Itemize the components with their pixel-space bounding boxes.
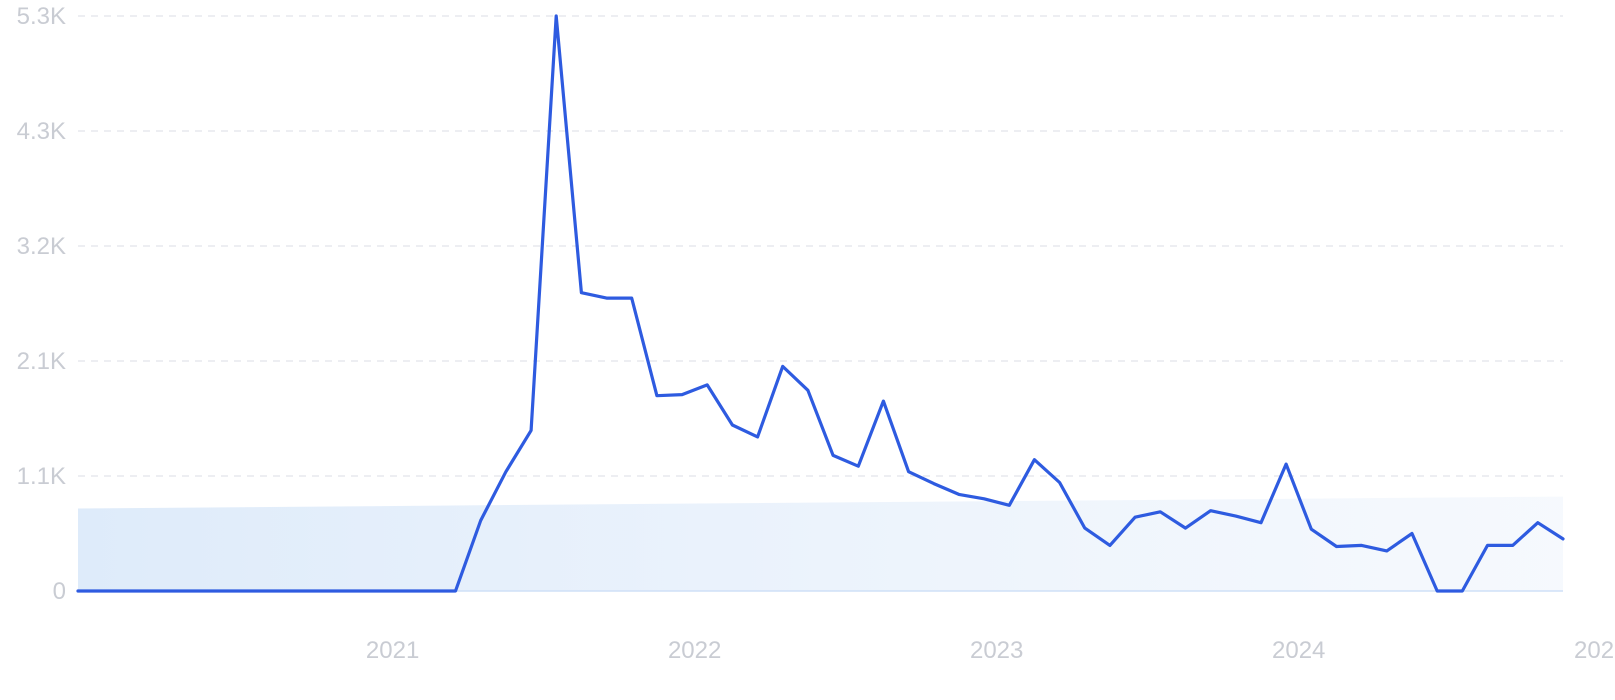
x-tick-label: 2023 <box>970 637 1023 664</box>
x-tick-label: 2022 <box>668 637 721 664</box>
series-line <box>76 14 1565 593</box>
y-axis: 0 1.1K 2.1K 3.2K 4.3K 5.3K <box>17 3 66 605</box>
y-tick-label: 5.3K <box>17 3 66 30</box>
y-tick-label: 4.3K <box>17 118 66 145</box>
y-tick-label: 3.2K <box>17 233 66 260</box>
trend-band-layer <box>78 496 1563 592</box>
y-tick-label: 0 <box>53 578 66 605</box>
x-tick-label: 2021 <box>366 637 419 664</box>
series-layer <box>76 14 1565 593</box>
x-tick-label: 2024 <box>1272 637 1325 664</box>
grid-lines <box>78 15 1563 477</box>
trend-band <box>78 496 1563 591</box>
y-tick-label: 1.1K <box>17 463 66 490</box>
x-tick-label: 2025 <box>1574 637 1615 664</box>
x-axis: 2021 2022 2023 2024 2025 <box>366 637 1615 664</box>
y-tick-label: 2.1K <box>17 348 66 375</box>
